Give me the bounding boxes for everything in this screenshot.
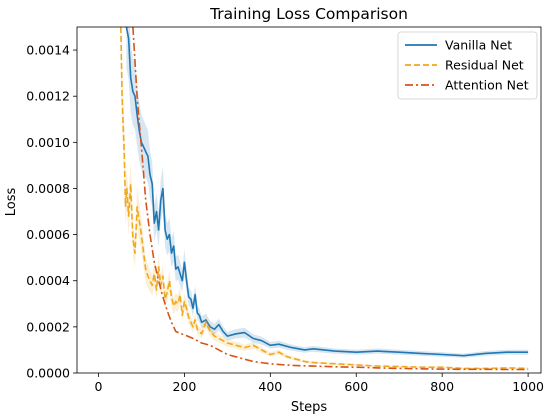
y-tick-label: 0.0008: [26, 181, 70, 196]
y-tick-label: 0.0004: [26, 273, 70, 288]
x-tick-label: 0: [95, 379, 103, 394]
vanilla-net-line: [125, 27, 529, 357]
x-tick-label: 200: [172, 379, 196, 394]
legend-label: Residual Net: [445, 58, 524, 73]
residual-net-line: [120, 27, 529, 370]
y-axis-title: Loss: [4, 188, 19, 217]
x-tick-label: 800: [430, 379, 454, 394]
y-axis: 0.0000 0.0002 0.0004 0.0006 0.0008 0.0010 0.00…: [26, 43, 77, 381]
y-tick-label: 0.0006: [26, 227, 70, 242]
legend-label: Attention Net: [445, 78, 529, 93]
attention-net-line: [132, 27, 529, 371]
y-tick-label: 0.0012: [26, 89, 70, 104]
legend: Vanilla Net Residual Net Attention Net: [397, 31, 538, 100]
x-tick-label: 1000: [512, 379, 544, 394]
x-tick-label: 600: [344, 379, 368, 394]
y-tick-label: 0.0002: [26, 319, 70, 334]
chart-title: Training Loss Comparison: [209, 5, 408, 23]
y-tick-label: 0.0014: [26, 43, 70, 58]
legend-label: Vanilla Net: [445, 38, 512, 53]
plot-frame: [76, 26, 542, 374]
y-tick-label: 0.0000: [26, 366, 70, 381]
x-axis: 0 200 400 600 800 1000: [95, 373, 544, 394]
x-axis-title: Steps: [291, 400, 328, 415]
y-tick-label: 0.0010: [26, 135, 70, 150]
series-layer: [120, 27, 529, 371]
legend-box: [397, 31, 538, 100]
x-tick-label: 400: [258, 379, 282, 394]
